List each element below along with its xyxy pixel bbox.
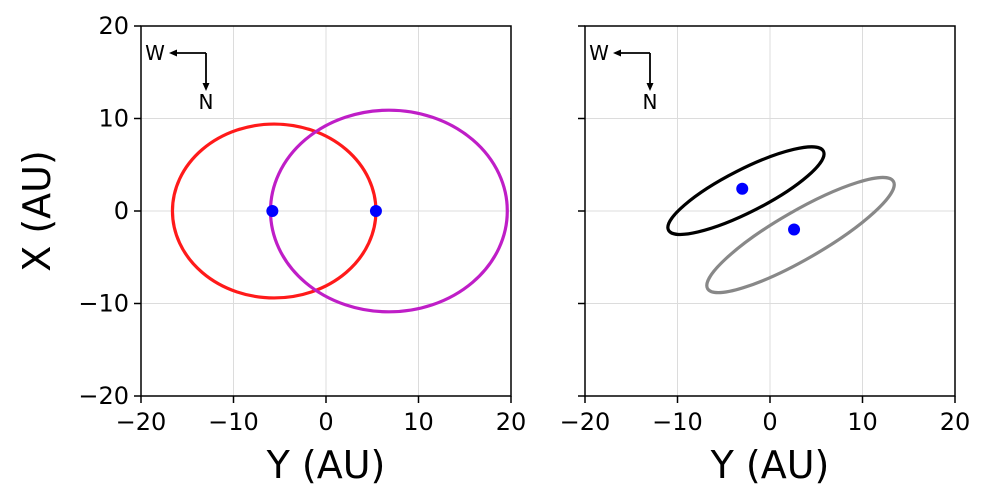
compass-north-label: N: [643, 90, 658, 114]
x-tick-label: 0: [762, 408, 777, 436]
x-tick-label: 20: [940, 408, 971, 436]
x-tick-label: −10: [208, 408, 259, 436]
orbit-ellipse-1: [666, 145, 826, 237]
y-tick-label: 10: [98, 105, 129, 133]
x-tick-label: −20: [116, 408, 167, 436]
star-point-1: [266, 205, 279, 217]
x-tick-label: 20: [496, 408, 527, 436]
star-point-2: [788, 223, 801, 236]
y-axis-label: X (AU): [15, 150, 59, 272]
y-tick-label: −20: [78, 382, 129, 410]
x-tick-label: −10: [652, 408, 703, 436]
x-tick-label: 10: [403, 408, 434, 436]
west-arrowhead: [169, 49, 177, 57]
star-point-1: [736, 182, 749, 195]
north-arrowhead: [646, 83, 654, 91]
x-tick-label: −20: [560, 408, 611, 436]
x-axis-label: Y (AU): [266, 443, 386, 487]
x-tick-label: 10: [847, 408, 878, 436]
y-tick-label: −10: [78, 290, 129, 318]
right-panel: −20 −10 0 10 20 Y (AU) W N: [560, 25, 971, 487]
compass-west-label: W: [145, 41, 165, 65]
x-axis-label: Y (AU): [710, 443, 830, 487]
north-arrowhead: [202, 83, 210, 91]
left-panel: −20 −10 0 10 20 −20 −10 0 10 20 Y (AU) X (AU) W N: [15, 12, 526, 487]
compass-north-label: N: [199, 90, 214, 114]
y-tick-label: 0: [114, 197, 129, 225]
x-tick-label: 0: [318, 408, 333, 436]
y-tick-label: 20: [98, 12, 129, 40]
star-point-2: [369, 205, 382, 217]
orbit-ellipse-2: [705, 175, 896, 295]
compass-west-label: W: [589, 41, 609, 65]
west-arrowhead: [613, 49, 621, 57]
